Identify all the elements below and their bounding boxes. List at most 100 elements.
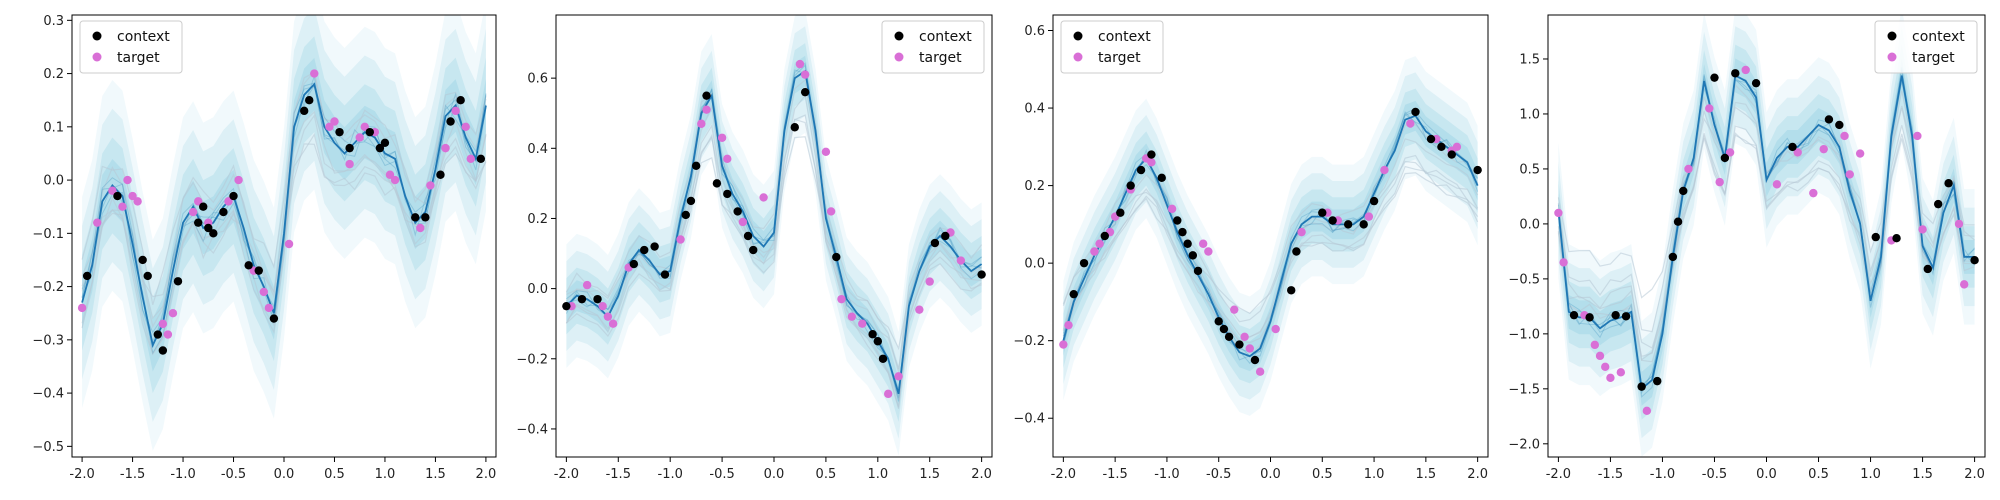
y-tick-label: 1.0 — [1519, 107, 1540, 122]
target-point — [821, 147, 831, 157]
context-point — [1892, 233, 1901, 243]
y-tick-label: −0.1 — [32, 227, 64, 242]
target-point — [1793, 148, 1802, 157]
y-tick-label: −0.2 — [32, 280, 64, 295]
x-tick-label: -1.5 — [1598, 467, 1623, 482]
legend: context target — [1060, 20, 1164, 74]
context-point — [941, 231, 950, 241]
target-point — [1913, 131, 1922, 141]
x-tick-label: -1.5 — [606, 467, 631, 482]
target-point — [1452, 142, 1462, 152]
context-point — [629, 259, 639, 269]
target-point — [158, 319, 168, 329]
x-tick-label: -0.5 — [1702, 467, 1727, 482]
target-point — [1064, 320, 1073, 330]
target-point — [284, 239, 294, 249]
context-point — [269, 314, 279, 323]
target-point — [1959, 280, 1969, 289]
context-point — [1871, 232, 1880, 242]
x-tick-label: 0.5 — [816, 467, 837, 482]
legend: context target — [881, 20, 985, 74]
x-tick-label: -1.0 — [1650, 467, 1675, 482]
context-point — [143, 271, 152, 281]
context-point — [1224, 332, 1234, 342]
context-point — [1751, 78, 1761, 88]
x-tick-label: 1.5 — [919, 467, 940, 482]
legend-target-marker — [1073, 52, 1083, 62]
context-point — [1369, 196, 1379, 206]
y-tick-label: −0.5 — [1508, 272, 1540, 287]
context-point — [1235, 340, 1244, 349]
legend-context-marker — [894, 31, 904, 41]
sample-curve — [1557, 132, 1975, 358]
x-tick-label: 0.0 — [1260, 467, 1281, 482]
target-point — [847, 312, 857, 321]
context-point — [1250, 355, 1260, 365]
context-point — [1188, 251, 1198, 260]
context-point — [199, 202, 208, 211]
context-point — [1835, 120, 1844, 130]
context-point — [1116, 208, 1125, 217]
sample-curve — [1557, 125, 1975, 363]
legend-context-label: context — [919, 29, 972, 45]
target-point — [717, 133, 727, 142]
y-tick-label: −0.2 — [516, 352, 548, 367]
target-point — [1772, 180, 1782, 189]
x-tick-label: 2.0 — [1467, 467, 1488, 482]
target-point — [837, 294, 846, 304]
legend-target-label: target — [919, 50, 962, 66]
target-point — [1167, 204, 1177, 214]
legend-context-label: context — [1912, 29, 1965, 45]
context-point — [562, 301, 571, 311]
context-point — [1100, 231, 1109, 241]
context-point — [749, 245, 758, 255]
target-point — [128, 191, 137, 201]
context-point — [1147, 150, 1156, 159]
target-point — [1406, 119, 1415, 128]
target-point — [603, 312, 613, 321]
context-point — [1473, 165, 1482, 175]
target-point — [1380, 165, 1389, 175]
context-point — [873, 337, 883, 346]
context-point — [1611, 310, 1620, 320]
target-point — [310, 69, 319, 78]
target-point — [1090, 247, 1099, 256]
sample-curve — [81, 70, 487, 305]
sample-curve — [565, 93, 982, 400]
target-point — [598, 301, 607, 311]
y-tick-label: −0.4 — [1013, 412, 1045, 427]
context-point — [209, 229, 218, 238]
context-point — [1923, 264, 1932, 274]
target-point — [676, 235, 685, 244]
y-tick-label: −0.4 — [516, 422, 548, 437]
context-point — [305, 96, 314, 105]
legend: context target — [1874, 20, 1978, 74]
context-point — [1136, 165, 1146, 175]
mean-line — [1062, 114, 1479, 358]
context-point — [113, 191, 122, 201]
target-point — [330, 117, 339, 126]
target-point — [345, 159, 354, 169]
context-point — [1970, 255, 1979, 265]
context-point — [1292, 247, 1301, 256]
sample-curve — [1062, 160, 1479, 315]
target-point — [1715, 177, 1724, 187]
target-point — [1240, 332, 1249, 342]
context-point — [1219, 324, 1229, 334]
context-point — [702, 91, 711, 100]
target-point — [1595, 351, 1605, 361]
y-tick-label: −1.5 — [1508, 382, 1540, 397]
target-point — [234, 175, 243, 185]
x-tick-label: 1.0 — [1860, 467, 1881, 482]
target-point — [702, 105, 711, 114]
x-tick-label: 2.0 — [476, 467, 497, 482]
legend-target-marker — [92, 52, 102, 62]
context-point — [244, 261, 253, 270]
y-tick-label: 0.3 — [43, 14, 64, 29]
x-tick-label: 1.0 — [1364, 467, 1385, 482]
x-tick-label: 0.5 — [1808, 467, 1829, 482]
target-point — [883, 389, 893, 399]
context-point — [712, 179, 722, 188]
target-point — [1204, 247, 1213, 256]
context-point — [421, 213, 430, 222]
